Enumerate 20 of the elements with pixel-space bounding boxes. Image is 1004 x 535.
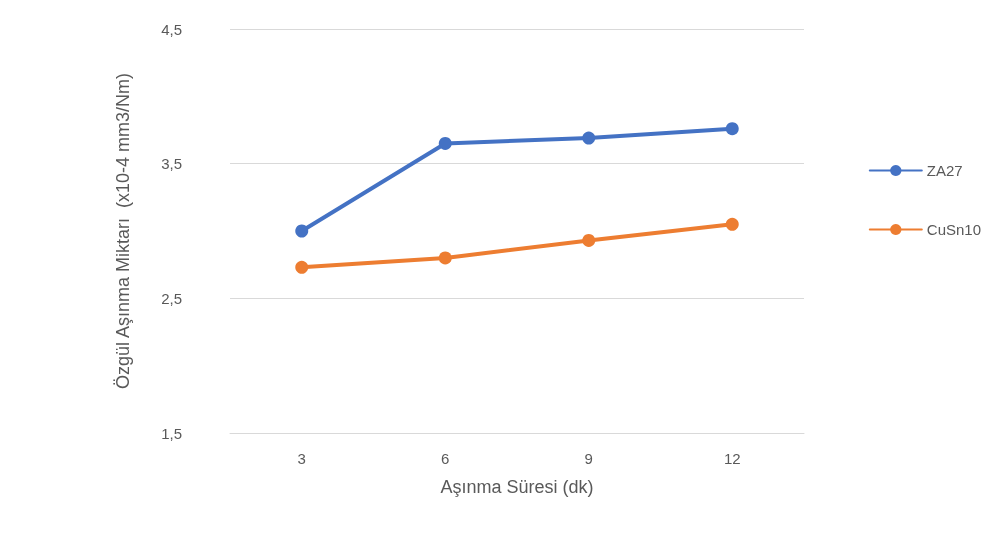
x-tick-label: 12 — [723, 450, 741, 467]
y-tick-label: 3,5 — [161, 155, 182, 173]
x-axis-title: Aşınma Süresi (dk) — [440, 477, 594, 497]
y-tick-label: 1,5 — [161, 424, 182, 442]
point — [438, 136, 452, 150]
legend-label: ZA27 — [926, 162, 963, 179]
x-tick-label: 3 — [297, 450, 306, 467]
y-axis-title: Özgül Aşınma Miktarı (x10-4 mm3/Nm) — [113, 72, 133, 390]
y-tick-label: 4,5 — [161, 20, 182, 38]
legend-label: CuSn10 — [926, 221, 982, 238]
point — [438, 251, 452, 265]
x-tick-label: 6 — [441, 450, 450, 467]
point — [582, 131, 596, 145]
x-tick-label: 9 — [584, 450, 593, 467]
point — [582, 233, 596, 247]
point — [725, 217, 739, 231]
point — [295, 224, 309, 238]
y-tick-label: 2,5 — [161, 289, 182, 307]
point — [725, 122, 739, 136]
point — [295, 260, 309, 274]
